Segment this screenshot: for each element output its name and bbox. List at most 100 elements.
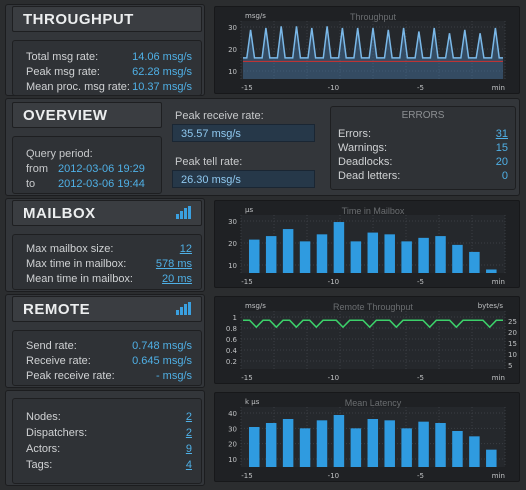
bar: [316, 420, 328, 467]
stat-value: 0: [501, 170, 508, 182]
to-value: 2012-03-06 19:44: [58, 178, 145, 190]
stat-label: Mean proc. msg rate:: [26, 81, 130, 93]
chart-title: Remote Throughput: [333, 302, 413, 312]
y-tick-label-right: 10: [508, 351, 517, 359]
bar: [435, 423, 446, 467]
y-tick-label: 40: [228, 410, 237, 418]
stat-value[interactable]: 2: [185, 411, 192, 423]
remote-chart: 1 0.8 0.6 0.4 0.2 25 20 15 10 5 -15 -10 -5 min Remote …: [214, 296, 520, 384]
mailbox-title: MAILBOX: [12, 200, 202, 226]
query-period-label: Query period:: [26, 148, 93, 160]
bar: [249, 427, 260, 467]
stat-label: Receive rate:: [26, 355, 91, 367]
x-tick-label: -5: [417, 84, 424, 92]
bar-chart-icon[interactable]: [176, 302, 192, 315]
bar: [486, 449, 497, 467]
bar: [350, 428, 362, 467]
x-tick-label: min: [492, 84, 505, 92]
stat-value[interactable]: 31: [495, 128, 508, 140]
stat-value[interactable]: 12: [179, 243, 192, 255]
stat-value: 15: [495, 142, 508, 154]
chart-title: Time in Mailbox: [342, 206, 405, 216]
stat-value: 0.645 msg/s: [132, 355, 192, 367]
stat-value[interactable]: 2: [185, 427, 192, 439]
stat-label: Max time in mailbox:: [26, 258, 127, 270]
stat-label: Mean time in mailbox:: [26, 273, 133, 285]
bar: [452, 244, 463, 273]
y-tick-label-right: 20: [508, 329, 517, 337]
stat-label: Warnings:: [338, 142, 388, 154]
stat-value: 20: [495, 156, 508, 168]
bar: [418, 421, 429, 467]
y-tick-label: 10: [228, 68, 237, 76]
unit-label-right: bytes/s: [478, 302, 504, 310]
query-period-box: [12, 136, 162, 194]
y-tick-label: 0.4: [226, 347, 238, 355]
errors-title: ERRORS: [401, 110, 445, 121]
stat-label: Total msg rate:: [26, 51, 99, 63]
bar: [249, 239, 260, 273]
stat-label: Send rate:: [26, 340, 77, 352]
bar: [265, 423, 277, 467]
bar: [384, 420, 395, 467]
stat-label: Peak receive rate:: [26, 370, 115, 382]
y-tick-label: 20: [228, 240, 237, 248]
throughput-chart: 30 20 10 -15 -10 -5 min Throughput msg/s: [214, 6, 520, 94]
x-tick-label: -10: [328, 472, 339, 480]
latency-chart: 40 30 20 10 -15 -10 -5 min Mean Latency k µs: [214, 392, 520, 482]
bar: [469, 251, 480, 273]
stat-label: Tags:: [26, 459, 53, 471]
stat-value: 14.06 msg/s: [132, 51, 192, 63]
bar: [299, 241, 311, 273]
to-label: to: [26, 178, 36, 190]
stat-label: Errors:: [338, 128, 371, 140]
bar: [401, 241, 412, 273]
peak-tell-field: 26.30 msg/s: [172, 170, 315, 188]
y-tick-label: 30: [228, 425, 237, 433]
peak-receive-label: Peak receive rate:: [175, 110, 264, 122]
chart-title: Mean Latency: [345, 398, 402, 408]
x-tick-label: -5: [417, 374, 424, 382]
y-tick-label: 10: [228, 262, 237, 270]
remote-stats-box: [12, 330, 202, 386]
unit-label: msg/s: [245, 12, 266, 20]
bar: [265, 236, 277, 273]
x-tick-label: -15: [241, 374, 252, 382]
stat-label: Nodes:: [26, 411, 61, 423]
peak-receive-field: 35.57 msg/s: [172, 124, 315, 142]
bar-chart-icon[interactable]: [176, 206, 192, 219]
stat-value: 62.28 msg/s: [132, 66, 192, 78]
bar: [452, 431, 463, 467]
peak-tell-label: Peak tell rate:: [175, 156, 243, 168]
stat-label: Max mailbox size:: [26, 243, 114, 255]
x-tick-label: min: [492, 278, 505, 286]
unit-label: k µs: [245, 398, 260, 406]
errors-box: [330, 106, 516, 190]
y-tick-label: 0.8: [226, 325, 237, 333]
stat-value: 10.37 msg/s: [132, 81, 192, 93]
series-line: [243, 26, 503, 59]
series-line: [243, 319, 503, 329]
x-tick-label: -10: [328, 278, 339, 286]
series-area: [243, 26, 503, 79]
y-tick-label-right: 5: [508, 362, 512, 370]
bar: [333, 222, 345, 273]
stat-value[interactable]: 4: [185, 459, 192, 471]
x-tick-label: -10: [328, 374, 339, 382]
stat-label: Dispatchers:: [26, 427, 88, 439]
stat-value[interactable]: 578 ms: [155, 258, 192, 270]
from-value: 2012-03-06 19:29: [58, 163, 145, 175]
stat-label: Dead letters:: [338, 170, 401, 182]
bar: [418, 237, 429, 273]
stat-value[interactable]: 9: [185, 443, 192, 455]
mailbox-stats-box: [12, 234, 202, 290]
bar: [435, 236, 446, 273]
bar: [282, 419, 294, 467]
bar: [316, 234, 328, 273]
stat-value: - msg/s: [155, 370, 192, 382]
bar: [401, 428, 412, 467]
bar: [299, 428, 311, 467]
stat-value[interactable]: 20 ms: [162, 273, 192, 285]
stat-label: Actors:: [26, 443, 61, 455]
y-tick-label: 0.2: [226, 358, 237, 366]
